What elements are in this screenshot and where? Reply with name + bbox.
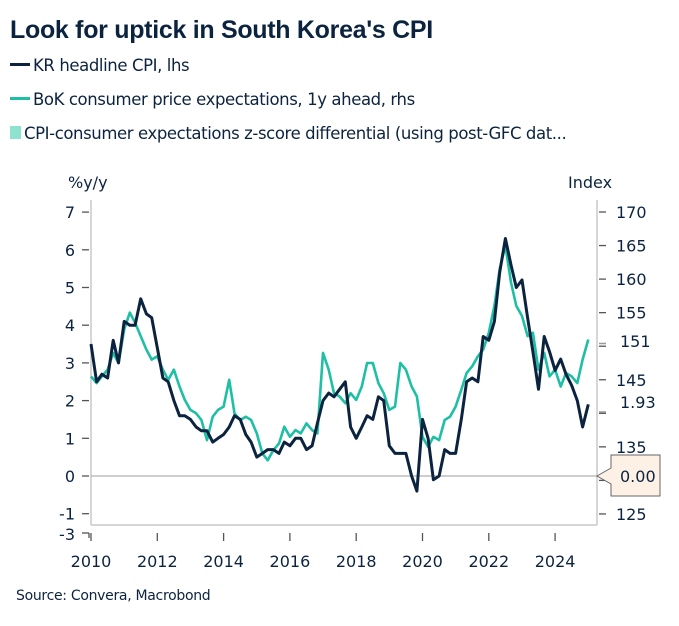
x-tick-label: 2024: [535, 552, 576, 571]
x-tick-label: 2018: [336, 552, 377, 571]
zscore-callout-value: 0.00: [620, 467, 656, 486]
legend-label-zscore-diff: CPI-consumer expectations z-score differ…: [24, 124, 567, 143]
left-tick-label: 3: [65, 354, 75, 373]
end-labels: 151 1.93 0.00: [595, 332, 661, 497]
axis-ticks: 7 6 5 4 3 2 1 0 -1-3 170 165 160 155 145 135 125 2010 201…: [59, 203, 647, 571]
legend-label-bok-expectations: BoK consumer price expectations, 1y ahea…: [33, 90, 415, 109]
right-tick-label: 135: [616, 438, 647, 457]
legend-item-kr-cpi: KR headline CPI, lhs: [10, 56, 190, 75]
left-tick-label: 6: [65, 241, 75, 260]
legend-swatch-kr-cpi: [10, 63, 30, 66]
end-label-kr-cpi: 151: [620, 332, 651, 351]
x-tick-label: 2014: [203, 552, 244, 571]
legend-swatch-bok-expectations: [10, 97, 30, 100]
end-label-bok-expectations: 1.93: [620, 393, 656, 412]
source-text: Source: Convera, Macrobond: [16, 588, 211, 604]
zscore-callout-box: [595, 454, 661, 497]
left-axis-label: %y/y: [68, 173, 108, 192]
series-lines: [89, 237, 590, 493]
legend-item-bok-expectations: BoK consumer price expectations, 1y ahea…: [10, 90, 415, 109]
left-tick-label: 4: [65, 316, 75, 335]
x-tick-label: 2016: [270, 552, 311, 571]
left-tick-label: 2: [65, 392, 75, 411]
source-note: Source: Convera, Macrobond: [16, 588, 211, 604]
left-tick-label: -1: [59, 505, 75, 524]
left-tick-label: 5: [65, 279, 75, 298]
left-break-label: -3: [59, 525, 75, 544]
right-tick-label: 125: [616, 505, 647, 524]
x-tick-label: 2010: [71, 552, 112, 571]
right-tick-label: 165: [616, 237, 647, 256]
left-tick-label: 1: [65, 429, 75, 448]
x-tick-label: 2012: [137, 552, 178, 571]
chart-title: Look for uptick in South Korea's CPI: [10, 16, 433, 44]
x-tick-label: 2020: [402, 552, 443, 571]
kr-cpi-line: [89, 237, 590, 493]
legend-label-kr-cpi: KR headline CPI, lhs: [33, 56, 190, 75]
right-axis-label: Index: [568, 173, 612, 192]
right-tick-label: 155: [616, 304, 647, 323]
right-tick-label: 160: [616, 270, 647, 289]
right-tick-label: 145: [616, 371, 647, 390]
legend-item-zscore-diff: CPI-consumer expectations z-score differ…: [10, 124, 567, 143]
plot-frame: [90, 200, 598, 526]
legend-swatch-zscore-diff: [10, 126, 21, 139]
left-tick-label: 7: [65, 203, 75, 222]
right-tick-label: 170: [616, 203, 647, 222]
x-tick-label: 2022: [468, 552, 509, 571]
left-tick-label: 0: [65, 467, 75, 486]
